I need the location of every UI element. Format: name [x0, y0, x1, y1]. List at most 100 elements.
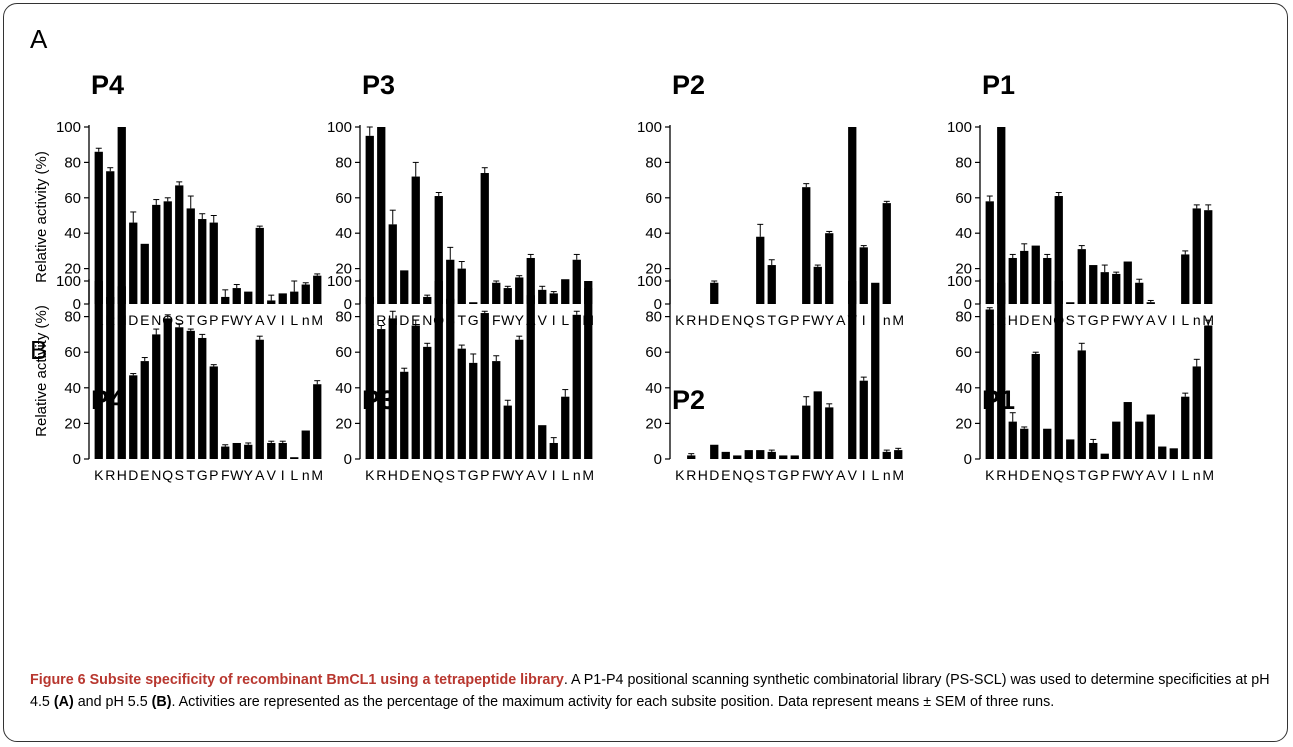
- x-tick-label-a-p3-D: D: [399, 312, 409, 328]
- bar-a-p4-Q: [163, 201, 172, 304]
- bar-a-p4-R: [106, 171, 115, 304]
- x-tick-label-a-p4-A: A: [255, 312, 265, 328]
- y-tick-label-b-p4-0: 0: [73, 451, 81, 468]
- bar-a-p2-I: [859, 247, 868, 304]
- y-tick-label-b-p3-80: 80: [335, 309, 352, 326]
- bar-b-p1-Q: [1054, 281, 1063, 459]
- bar-a-p3-D: [400, 270, 409, 304]
- bar-b-p1-M: [1204, 325, 1213, 459]
- bar-b-p3-S: [446, 298, 455, 459]
- bar-b-p1-D: [1020, 428, 1029, 459]
- x-tick-label-a-p3-R: R: [376, 312, 386, 328]
- x-tick-label-b-p3-A: A: [526, 467, 536, 483]
- y-tick-label-a-p3-40: 40: [335, 225, 352, 242]
- bar-b-p4-L: [290, 457, 299, 459]
- bar-a-p1-F: [1112, 273, 1121, 304]
- x-tick-label-a-p2-N: N: [732, 312, 742, 328]
- y-tick-label-b-p4-80: 80: [64, 309, 81, 326]
- x-tick-label-b-p1-S: S: [1066, 467, 1075, 483]
- y-tick-label-a-p1-100: 100: [947, 119, 972, 136]
- bar-a-p2-S: [756, 236, 765, 304]
- y-tick-label-b-p1-60: 60: [955, 344, 972, 361]
- x-tick-label-b-p1-N: N: [1042, 467, 1052, 483]
- x-tick-label-b-p3-W: W: [501, 467, 515, 483]
- bar-b-p3-D: [400, 371, 409, 459]
- x-tick-label-b-p3-G: G: [468, 467, 479, 483]
- bar-b-p4-T: [186, 330, 195, 459]
- x-tick-label-b-p2-n: n: [883, 467, 891, 483]
- bar-b-p3-W: [503, 405, 512, 459]
- bar-a-p4-P: [209, 222, 218, 304]
- bar-a-p4-T: [186, 208, 195, 304]
- bar-a-p4-V: [267, 300, 276, 304]
- x-tick-label-b-p4-n: n: [302, 467, 310, 483]
- x-tick-label-b-p2-W: W: [811, 467, 825, 483]
- bar-a-p4-N: [152, 204, 161, 304]
- x-tick-label-a-p2-Q: Q: [743, 312, 754, 328]
- bar-b-p3-R: [377, 329, 386, 459]
- bar-b-p3-Y: [515, 339, 524, 459]
- x-tick-label-b-p2-T: T: [767, 467, 776, 483]
- x-tick-label-b-p1-Q: Q: [1053, 467, 1064, 483]
- x-tick-label-b-p3-D: D: [399, 467, 409, 483]
- y-axis-label-a: Relative activity (%): [33, 151, 50, 283]
- x-tick-label-a-p1-Y: Y: [1135, 312, 1145, 328]
- bar-b-p3-E: [411, 325, 420, 459]
- bar-a-p4-I: [278, 293, 287, 304]
- bar-b-p4-M: [313, 384, 322, 459]
- x-tick-label-b-p1-L: L: [1181, 467, 1189, 483]
- x-tick-label-b-p4-Y: Y: [244, 467, 254, 483]
- y-tick-label-a-p3-80: 80: [335, 154, 352, 171]
- x-tick-label-a-p3-Y: Y: [515, 312, 525, 328]
- x-tick-label-b-p3-F: F: [492, 467, 501, 483]
- bar-b-p2-E: [721, 451, 730, 459]
- x-tick-label-a-p2-M: M: [892, 312, 904, 328]
- bar-a-p1-S: [1066, 302, 1075, 304]
- x-tick-label-a-p2-n: n: [883, 312, 891, 328]
- x-tick-label-b-p2-R: R: [686, 467, 696, 483]
- y-tick-label-a-p2-20: 20: [645, 261, 662, 278]
- x-tick-label-a-p2-G: G: [778, 312, 789, 328]
- x-tick-label-a-p4-I: I: [281, 312, 285, 328]
- x-tick-label-a-p2-Y: Y: [825, 312, 835, 328]
- bar-a-p4-Y: [244, 291, 253, 304]
- x-tick-label-a-p2-H: H: [698, 312, 708, 328]
- caption-text-1: . A P1-P4 positional scanning synthetic …: [30, 672, 1270, 710]
- x-tick-label-b-p4-W: W: [230, 467, 244, 483]
- y-tick-label-b-p2-0: 0: [654, 451, 662, 468]
- y-tick-label-a-p4-0: 0: [73, 296, 81, 313]
- bar-b-p4-K: [94, 281, 103, 459]
- x-tick-label-a-p3-G: G: [468, 312, 479, 328]
- x-tick-label-b-p1-A: A: [1146, 467, 1156, 483]
- bar-a-p4-D: [129, 222, 138, 304]
- y-tick-label-a-p2-40: 40: [645, 225, 662, 242]
- x-tick-label-b-p1-M: M: [1202, 467, 1214, 483]
- y-tick-label-b-p2-40: 40: [645, 380, 662, 397]
- bar-b-p3-G: [469, 362, 478, 459]
- bar-a-p1-E: [1031, 245, 1040, 304]
- x-tick-label-b-p1-V: V: [1158, 467, 1168, 483]
- x-tick-label-a-p1-F: F: [1112, 312, 1121, 328]
- bar-a-p4-G: [198, 219, 207, 304]
- x-tick-label-a-p2-I: I: [862, 312, 866, 328]
- bar-a-p1-M: [1204, 210, 1213, 304]
- bar-b-p3-K: [365, 297, 374, 459]
- bar-a-p3-P: [480, 173, 489, 304]
- chart-title-a-p1: P1: [982, 70, 1015, 100]
- x-tick-label-a-p1-E: E: [1031, 312, 1040, 328]
- x-tick-label-a-p1-L: L: [1181, 312, 1189, 328]
- x-tick-label-b-p4-I: I: [281, 467, 285, 483]
- x-tick-label-a-p1-V: V: [1158, 312, 1168, 328]
- bar-a-p1-R: [997, 127, 1006, 304]
- bar-b-p2-M: [894, 450, 903, 459]
- bar-b-p2-n: [882, 451, 891, 459]
- bar-b-p2-T: [767, 451, 776, 459]
- bar-b-p1-V: [1158, 446, 1167, 459]
- y-tick-label-a-p1-0: 0: [964, 296, 972, 313]
- bar-b-p4-Y: [244, 444, 253, 459]
- x-tick-label-b-p1-Y: Y: [1135, 467, 1145, 483]
- bar-b-p4-N: [152, 334, 161, 459]
- bar-b-p2-V: [848, 281, 857, 459]
- x-tick-label-a-p4-P: P: [209, 312, 218, 328]
- bar-b-p2-D: [710, 444, 719, 459]
